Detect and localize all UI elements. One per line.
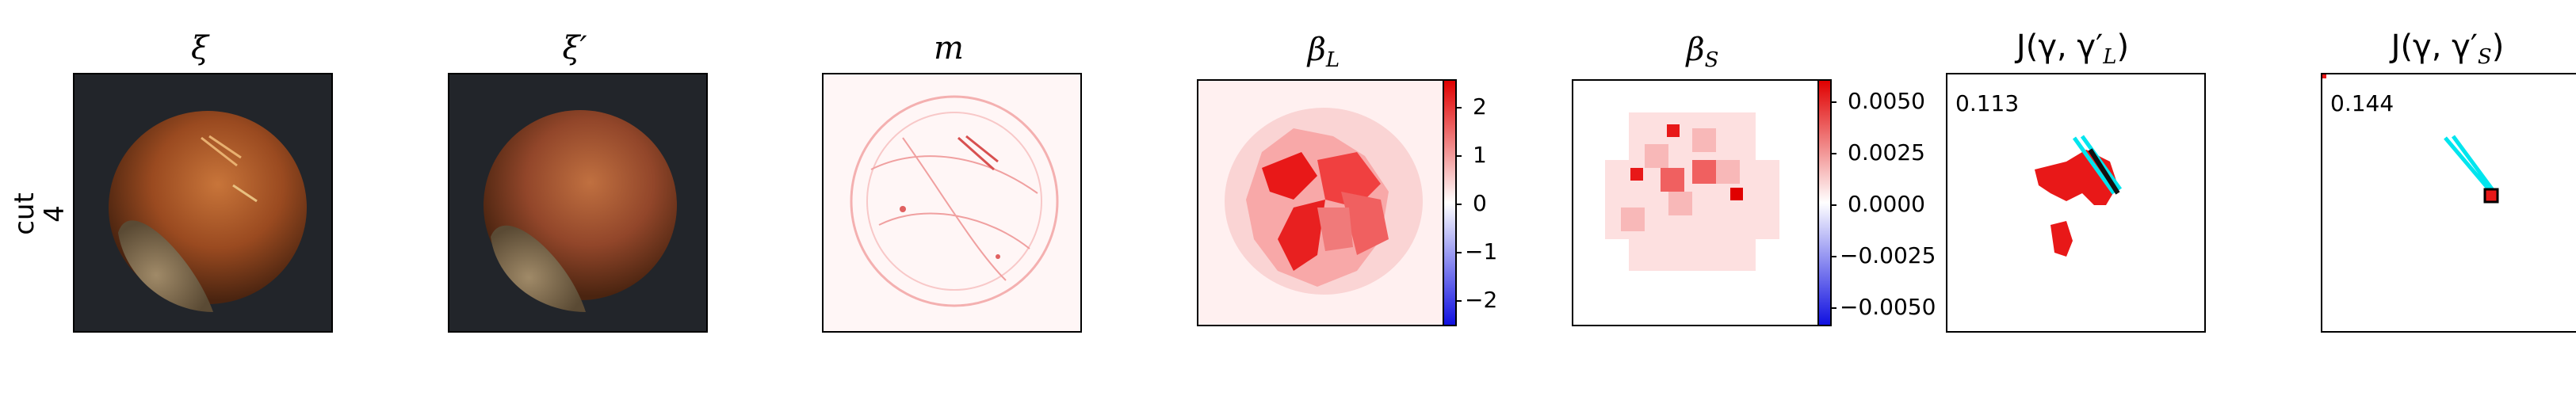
- hazelnut-xi-graphic: [109, 111, 307, 312]
- row-label-line2: 4: [39, 205, 71, 223]
- image-xi: [73, 73, 333, 333]
- title-xi-prime: ξ′: [562, 30, 587, 67]
- image-beta-l: [1197, 79, 1449, 326]
- title-beta-l: βL: [1307, 32, 1340, 72]
- image-j-l: 0.113: [1946, 73, 2206, 333]
- title-beta-s: βS: [1686, 32, 1719, 72]
- cbar-l-tick-4: −2: [1465, 287, 1498, 313]
- jaccard-l-value: 0.113: [1955, 90, 2020, 116]
- title-j-l: J(γ, γ′L): [2016, 29, 2130, 69]
- cbar-l-tick-3: −1: [1465, 238, 1498, 265]
- cbar-l-tick-2: 0: [1473, 190, 1487, 216]
- cbar-s-tick-0: 0.0050: [1848, 88, 1925, 114]
- cbar-s-tick-1: 0.0025: [1848, 139, 1925, 166]
- beta-l-segments-graphic: [1225, 108, 1423, 295]
- j-s-overlay-graphic: [2322, 74, 2499, 204]
- hazelnut-xi-prime-graphic: [483, 110, 677, 312]
- cbar-l-tick-0: 2: [1473, 93, 1487, 120]
- row-label-line1: cut: [9, 192, 40, 235]
- title-m: m: [934, 30, 964, 67]
- colorbar-beta-s: [1817, 79, 1832, 326]
- colorbar-beta-l: [1443, 79, 1457, 326]
- image-xi-prime: [448, 73, 708, 333]
- cbar-s-tick-2: 0.0000: [1848, 191, 1925, 217]
- title-j-s: J(γ, γ′S): [2391, 29, 2505, 69]
- cbar-l-tick-1: 1: [1473, 142, 1487, 168]
- cbar-s-tick-4: −0.0050: [1840, 294, 1936, 320]
- image-beta-s: [1572, 79, 1824, 326]
- mask-m-graphic: [850, 95, 1059, 307]
- row-label: cut 4: [9, 166, 71, 261]
- j-l-overlay-graphic: [2035, 135, 2123, 257]
- cbar-s-tick-3: −0.0025: [1840, 242, 1936, 268]
- image-m: [822, 73, 1082, 333]
- jaccard-s-value: 0.144: [2330, 90, 2394, 116]
- title-xi: ξ: [190, 30, 209, 67]
- image-j-s: 0.144: [2321, 73, 2576, 333]
- beta-s-grid-graphic: [1605, 112, 1779, 271]
